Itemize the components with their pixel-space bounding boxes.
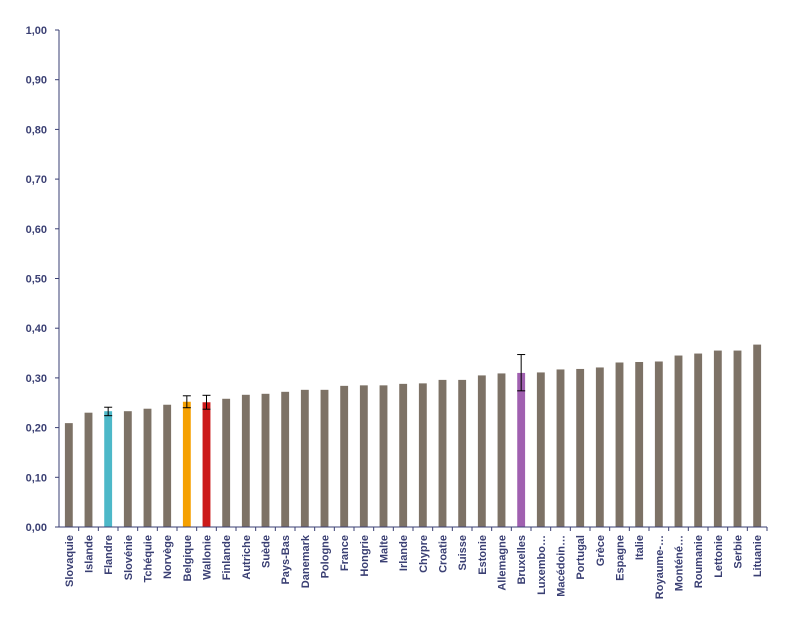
- bar: [182, 401, 191, 527]
- bar: [576, 368, 585, 527]
- bar: [458, 379, 467, 527]
- bar: [674, 355, 683, 527]
- x-category-label: Italie: [634, 535, 646, 560]
- y-tick-label: 0,50: [26, 274, 47, 286]
- y-tick-label: 0,70: [26, 174, 47, 186]
- x-category-label: Pays-Bas: [280, 535, 292, 585]
- x-category-label: Luxembo…: [536, 535, 548, 595]
- x-category-label: Islande: [84, 535, 96, 573]
- x-category-label: Hongrie: [359, 535, 371, 577]
- error-bars: [104, 354, 526, 417]
- x-category-label: Espagne: [615, 535, 627, 581]
- x-category-label: Belgique: [182, 535, 194, 581]
- bar: [556, 369, 565, 527]
- bars: [64, 344, 762, 527]
- x-category-label: Monténé…: [674, 535, 686, 591]
- bar: [84, 412, 93, 527]
- bar: [694, 353, 703, 527]
- bar: [438, 379, 447, 527]
- bar: [359, 385, 368, 527]
- x-category-label: Flandre: [103, 535, 115, 575]
- bar: [517, 372, 526, 527]
- y-tick-label: 0,30: [26, 373, 47, 385]
- bar: [261, 393, 270, 527]
- bar: [340, 385, 349, 527]
- bar: [654, 361, 663, 527]
- x-category-label: Pologne: [320, 535, 332, 578]
- bar: [163, 404, 172, 527]
- bar: [615, 362, 624, 527]
- x-category-label: Suède: [261, 535, 273, 568]
- x-category-label: Malte: [379, 535, 391, 563]
- bar: [733, 350, 742, 527]
- bar: [281, 391, 290, 527]
- bar: [418, 383, 427, 527]
- bar: [379, 385, 388, 527]
- x-category-label: Suisse: [457, 535, 469, 570]
- bar: [104, 411, 113, 527]
- x-category-label: Norvège: [162, 535, 174, 579]
- bar: [202, 402, 211, 527]
- bar: [753, 344, 762, 527]
- x-category-label: Lettonie: [713, 535, 725, 578]
- y-tick-label: 0,90: [26, 75, 47, 87]
- x-category-label: Estonie: [477, 535, 489, 575]
- x-category-label: Croatie: [438, 535, 450, 573]
- bar: [477, 375, 486, 527]
- x-category-label: Danemark: [300, 534, 312, 588]
- x-category-label: Royaume-…: [654, 535, 666, 599]
- x-category-label: Slovaquie: [64, 535, 76, 587]
- x-category-label: France: [339, 535, 351, 571]
- x-category-label: Roumanie: [693, 535, 705, 588]
- x-category-label: Tchéquie: [143, 535, 155, 582]
- bar: [399, 383, 408, 527]
- x-category-label: Serbie: [733, 535, 745, 569]
- bar: [713, 350, 722, 527]
- bar: [595, 367, 604, 527]
- bar: [222, 398, 231, 527]
- x-category-label: Allemagne: [497, 535, 509, 591]
- x-category-label: Lituanie: [752, 535, 764, 577]
- x-category-label: Slovénie: [123, 535, 135, 580]
- bar: [123, 411, 132, 527]
- bar: [143, 408, 152, 527]
- x-category-label: Grèce: [595, 535, 607, 566]
- x-category-label: Autriche: [241, 535, 253, 580]
- y-tick-label: 0,80: [26, 124, 47, 136]
- bar: [497, 373, 506, 527]
- bar: [536, 372, 545, 527]
- x-category-label: Irlande: [398, 535, 410, 571]
- bar: [241, 394, 250, 527]
- y-axis: 0,00 0,10 0,20 0,30 0,40 0,50 0,60 0,70 0,80 0,90…: [26, 25, 60, 534]
- bar: [64, 423, 73, 527]
- bar: [300, 389, 309, 527]
- x-category-label: Portugal: [575, 535, 587, 580]
- y-tick-label: 0,20: [26, 423, 47, 435]
- y-tick-label: 0,10: [26, 472, 47, 484]
- y-tick-label: 1,00: [26, 25, 47, 37]
- bar: [320, 389, 329, 527]
- y-tick-label: 0,00: [26, 522, 47, 534]
- bar: [635, 361, 644, 527]
- y-tick-label: 0,40: [26, 323, 47, 335]
- x-category-label: Bruxelles: [516, 535, 528, 585]
- y-tick-label: 0,60: [26, 224, 47, 236]
- x-category-label: Finlande: [221, 535, 233, 580]
- x-category-label: Wallonie: [202, 535, 214, 580]
- x-category-label: Macédoin…: [556, 535, 568, 597]
- x-category-label: Chypre: [418, 535, 430, 573]
- x-axis: Slovaquie Islande Flandre Slovénie Tchéquie N…: [59, 526, 768, 599]
